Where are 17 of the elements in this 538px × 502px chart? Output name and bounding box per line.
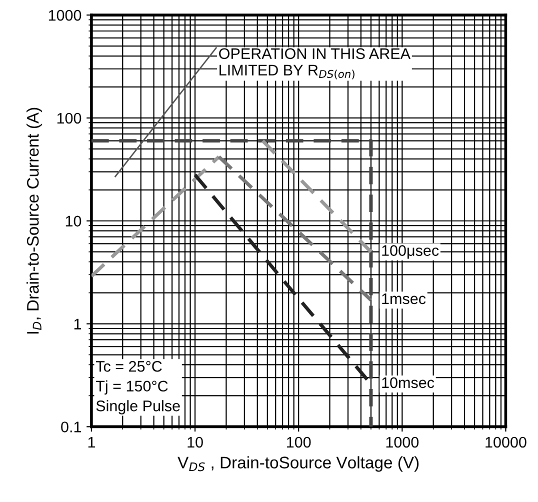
x-tick-label: 10: [188, 436, 203, 448]
y-tick-label: 10: [66, 216, 82, 227]
x-tick-label: 1: [88, 436, 95, 448]
x-axis-title: V$_{DS}$ , Drain-toSource Voltage (V): [178, 456, 419, 472]
x-tick-label: 10000: [486, 436, 526, 448]
x-tick-label: 100: [287, 436, 311, 448]
annotation: OPERATION IN THIS AREA LIMITED BY R$_{DS(on)}$: [219, 48, 410, 80]
y-axis-title: I$_{D}$, Drain-to-Source Current (A): [26, 108, 42, 334]
y-tick-label: 100: [57, 112, 82, 124]
y-tick-label: 1: [74, 318, 81, 330]
y-tick-label: 1000: [48, 10, 82, 21]
series-label: 1msec: [382, 294, 426, 304]
series-label: 10msec: [382, 377, 434, 388]
y-tick-label: 0.1: [61, 422, 81, 432]
annotation: Tc = 25°C Tj = 150°C Single Pulse: [96, 360, 180, 414]
x-tick-label: 1000: [386, 436, 419, 448]
series-label: 100μsec: [382, 245, 439, 259]
